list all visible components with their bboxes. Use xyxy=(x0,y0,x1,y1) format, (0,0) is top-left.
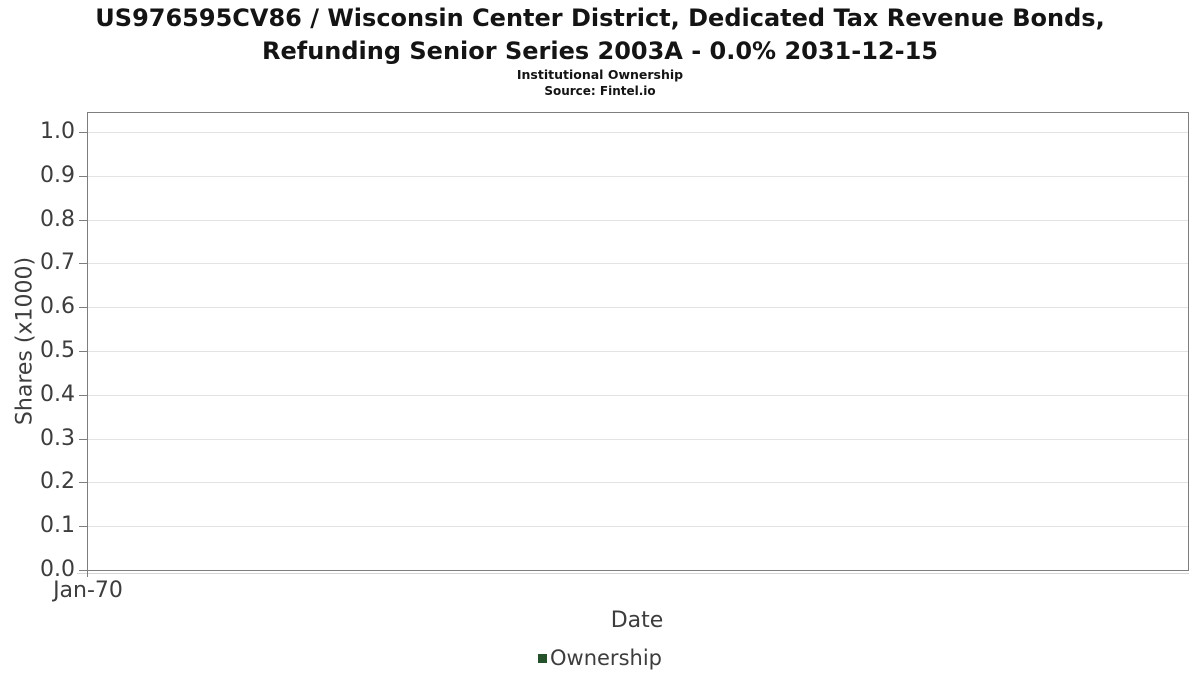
y-tick-label: 0.5 xyxy=(40,338,75,363)
gridline xyxy=(88,307,1188,308)
y-tick-label: 0.4 xyxy=(40,382,75,407)
y-tick-mark xyxy=(79,132,87,133)
y-tick-label: 0.0 xyxy=(40,557,75,582)
gridline xyxy=(88,351,1188,352)
y-tick-label: 1.0 xyxy=(40,119,75,144)
y-tick-mark xyxy=(79,395,87,396)
y-tick-mark xyxy=(79,526,87,527)
legend: Ownership xyxy=(0,646,1200,670)
gridline xyxy=(88,176,1188,177)
plot-area xyxy=(87,112,1189,571)
x-tick-label: Jan-70 xyxy=(53,578,123,603)
y-tick-label: 0.2 xyxy=(40,469,75,494)
chart-title-line-2: Refunding Senior Series 2003A - 0.0% 203… xyxy=(262,37,938,65)
y-tick-mark xyxy=(79,263,87,264)
y-tick-mark xyxy=(79,307,87,308)
y-tick-label: 0.1 xyxy=(40,513,75,538)
chart-title-line-1: US976595CV86 / Wisconsin Center District… xyxy=(95,4,1105,32)
legend-label: Ownership xyxy=(550,646,662,670)
y-tick-mark xyxy=(79,482,87,483)
chart-title: US976595CV86 / Wisconsin Center District… xyxy=(0,2,1200,68)
y-tick-mark xyxy=(79,220,87,221)
y-tick-label: 0.3 xyxy=(40,426,75,451)
gridline xyxy=(88,526,1188,527)
legend-marker xyxy=(538,653,547,663)
source-credit: Source: Fintel.io xyxy=(544,84,656,98)
gridline xyxy=(88,482,1188,483)
gridline xyxy=(88,132,1188,133)
gridline xyxy=(88,395,1188,396)
gridline xyxy=(88,439,1188,440)
y-tick-label: 0.8 xyxy=(40,207,75,232)
y-tick-label: 0.6 xyxy=(40,294,75,319)
y-tick-label: 0.7 xyxy=(40,250,75,275)
y-tick-mark xyxy=(79,351,87,352)
y-tick-mark xyxy=(79,570,87,571)
y-tick-mark xyxy=(79,176,87,177)
gridline xyxy=(88,263,1188,264)
x-axis-line xyxy=(77,573,1189,574)
x-tick-mark xyxy=(87,571,88,577)
legend-item-ownership[interactable]: Ownership xyxy=(538,646,662,670)
y-tick-label: 0.9 xyxy=(40,163,75,188)
gridline xyxy=(88,220,1188,221)
x-axis-title: Date xyxy=(610,608,664,633)
y-tick-mark xyxy=(79,439,87,440)
chart-subtitle: Institutional Ownership xyxy=(516,67,684,82)
